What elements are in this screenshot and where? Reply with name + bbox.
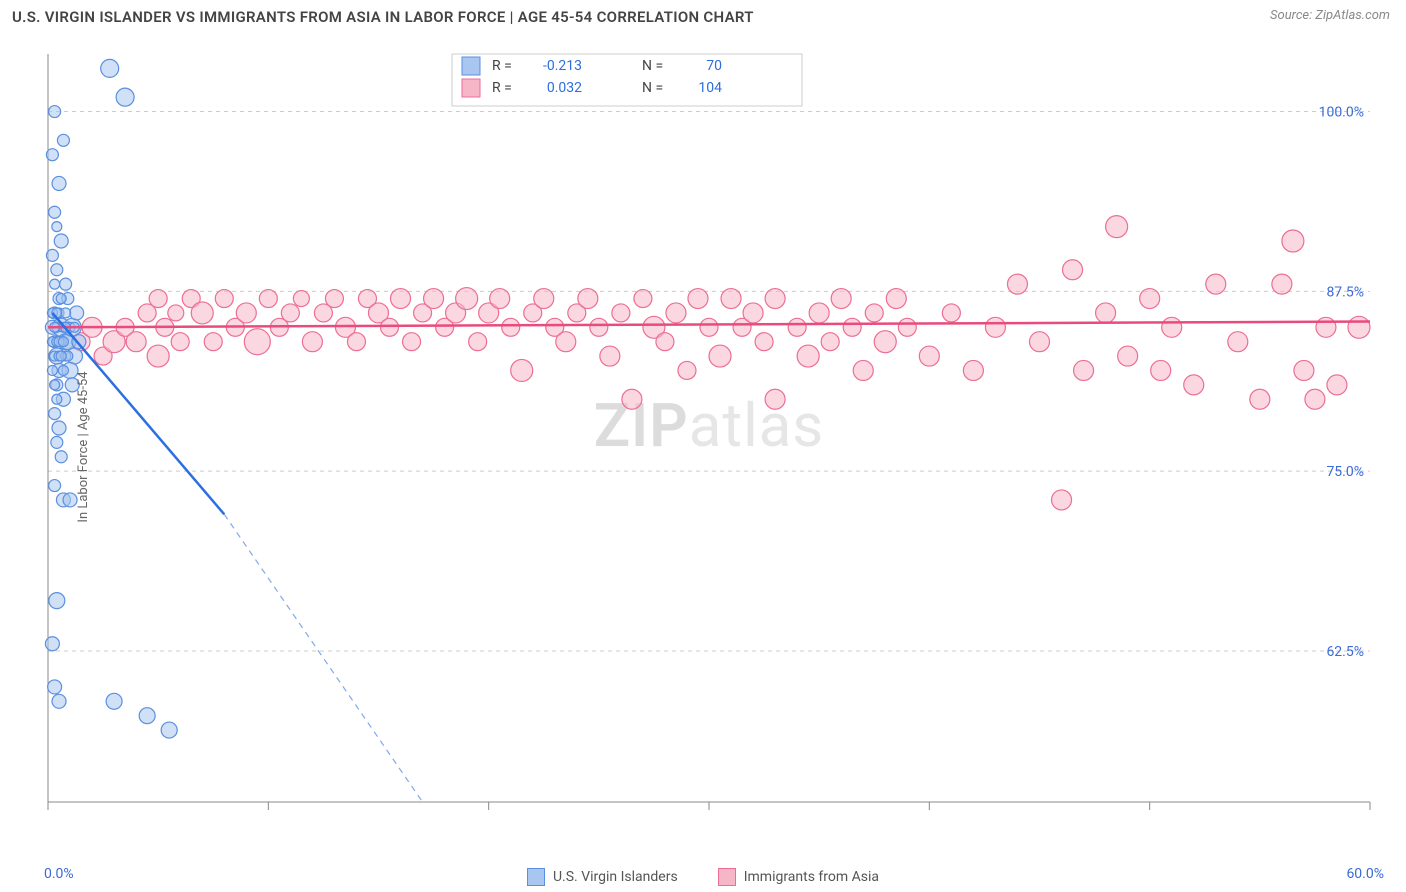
chart-container: In Labor Force | Age 45-54 62.5%75.0%87.… (12, 42, 1394, 852)
legend-item-blue: U.S. Virgin Islanders (527, 868, 678, 886)
chart-source: Source: ZipAtlas.com (1270, 8, 1390, 23)
svg-text:100.0%: 100.0% (1319, 105, 1364, 121)
legend-label-pink: Immigrants from Asia (744, 869, 879, 885)
svg-text:0.032: 0.032 (547, 80, 582, 96)
legend-item-pink: Immigrants from Asia (718, 868, 879, 886)
y-axis-title: In Labor Force | Age 45-54 (76, 371, 91, 522)
svg-text:62.5%: 62.5% (1326, 644, 1364, 660)
svg-text:87.5%: 87.5% (1326, 284, 1364, 300)
svg-text:-0.213: -0.213 (543, 58, 582, 74)
svg-text:N =: N = (642, 58, 663, 74)
svg-text:104: 104 (698, 80, 722, 96)
legend-label-blue: U.S. Virgin Islanders (553, 869, 678, 885)
svg-text:R =: R = (492, 58, 512, 74)
bottom-legend: U.S. Virgin Islanders Immigrants from As… (0, 868, 1406, 886)
svg-text:70: 70 (706, 58, 722, 74)
legend-swatch-pink (718, 868, 736, 886)
svg-text:R =: R = (492, 80, 512, 96)
scatter-chart: 62.5%75.0%87.5%100.0%ZIPatlasR =-0.213N … (12, 42, 1394, 852)
svg-text:N =: N = (642, 80, 663, 96)
legend-swatch-blue (527, 868, 545, 886)
svg-text:75.0%: 75.0% (1326, 464, 1364, 480)
chart-title: U.S. VIRGIN ISLANDER VS IMMIGRANTS FROM … (12, 8, 754, 26)
chart-header: U.S. VIRGIN ISLANDER VS IMMIGRANTS FROM … (0, 0, 1406, 30)
